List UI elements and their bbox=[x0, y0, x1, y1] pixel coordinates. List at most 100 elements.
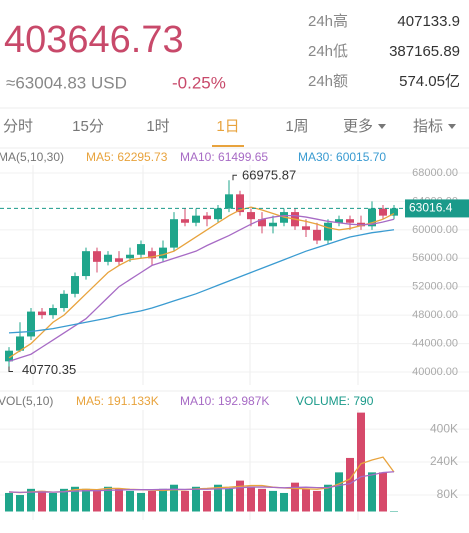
y-tick-label: 44000.00 bbox=[412, 337, 458, 349]
usd-price: ≈63004.83 USD bbox=[6, 73, 127, 92]
candle-body bbox=[93, 251, 101, 262]
ma-line bbox=[8, 214, 395, 362]
candle-body bbox=[5, 350, 13, 362]
volume-legend: VOLUME: 790 bbox=[296, 394, 374, 408]
volume-bar bbox=[324, 484, 332, 512]
y-tick-label: 80K bbox=[437, 487, 458, 501]
candle-body bbox=[71, 276, 79, 294]
price: 403646.73 bbox=[4, 19, 184, 61]
candle-body bbox=[302, 226, 310, 230]
volume-bar bbox=[269, 490, 277, 512]
candle-body bbox=[137, 244, 145, 255]
stat-label: 24h额 bbox=[308, 73, 348, 90]
candle-body bbox=[335, 219, 343, 223]
volume-bar bbox=[49, 492, 57, 512]
ma-legend: MA5: 191.133K bbox=[76, 394, 159, 408]
low-label: 40770.35 bbox=[22, 362, 76, 377]
candle-body bbox=[16, 336, 24, 351]
volume-bar bbox=[5, 492, 13, 512]
y-tick-label: 40000.00 bbox=[412, 366, 458, 378]
ma-line bbox=[8, 229, 395, 334]
candle-body bbox=[247, 212, 255, 220]
candle-body bbox=[159, 247, 167, 259]
candle-body bbox=[126, 254, 134, 259]
candle-body bbox=[379, 208, 387, 216]
volume-bar bbox=[225, 488, 233, 512]
volume-bar bbox=[82, 488, 90, 512]
ma-legend: MA10: 61499.65 bbox=[180, 150, 268, 164]
candle-body bbox=[148, 251, 156, 259]
ma-legend: MA30: 60015.70 bbox=[298, 150, 386, 164]
volume-bar bbox=[313, 490, 321, 512]
candle-body bbox=[368, 208, 376, 227]
candle-body bbox=[258, 219, 266, 227]
candle-body bbox=[38, 311, 46, 316]
volume-bar bbox=[236, 480, 244, 512]
y-tick-label: 60000.00 bbox=[412, 224, 458, 236]
stat-label: 24h低 bbox=[308, 43, 348, 60]
volume-bar bbox=[346, 457, 354, 512]
grid bbox=[0, 165, 469, 520]
volume-bar bbox=[38, 490, 46, 512]
stat-label: 24h高 bbox=[308, 13, 348, 30]
volume-bar bbox=[126, 490, 134, 512]
arrow bbox=[8, 366, 13, 373]
candle-body bbox=[269, 222, 277, 227]
candle-body bbox=[82, 251, 90, 277]
volume-bar bbox=[291, 482, 299, 512]
ma-legend: MA5: 62295.73 bbox=[86, 150, 168, 164]
volume-bar bbox=[71, 486, 79, 512]
volume-bar bbox=[192, 486, 200, 512]
volume-bar bbox=[247, 486, 255, 512]
volume-bar bbox=[115, 488, 123, 512]
stat-value: 407133.9 bbox=[397, 13, 460, 30]
volume-bar bbox=[137, 492, 145, 512]
candle-body bbox=[346, 219, 354, 223]
candle-body bbox=[324, 222, 332, 241]
tab[interactable]: 1日 bbox=[216, 118, 239, 135]
volume-bar bbox=[104, 486, 112, 512]
volume-bar bbox=[93, 490, 101, 512]
volume-bar bbox=[368, 472, 376, 512]
candle-body bbox=[390, 208, 398, 216]
dropdown-icon bbox=[448, 124, 456, 129]
y-tick-label: 240K bbox=[430, 454, 458, 468]
tab[interactable]: 1周 bbox=[285, 118, 308, 135]
candle-body bbox=[214, 208, 222, 220]
volume-bar bbox=[258, 488, 266, 512]
ma-legend: MA10: 192.987K bbox=[180, 394, 269, 408]
candle-body bbox=[60, 293, 68, 309]
candle-body bbox=[313, 229, 321, 241]
y-tick-label: 68000.00 bbox=[412, 167, 458, 179]
tab[interactable]: 分时 bbox=[3, 118, 33, 135]
candle-body bbox=[115, 258, 123, 262]
tab[interactable]: 指标 bbox=[413, 118, 443, 135]
volume-bar bbox=[280, 492, 288, 512]
indicator-label: VOL(5,10) bbox=[0, 394, 53, 408]
tab[interactable]: 更多 bbox=[343, 118, 373, 135]
volume-bar bbox=[335, 472, 343, 512]
volume-bar bbox=[357, 412, 365, 512]
volume-bar bbox=[203, 490, 211, 512]
volume-bar bbox=[379, 472, 387, 512]
volume-bar bbox=[214, 484, 222, 512]
arrow bbox=[232, 174, 237, 181]
indicator-label: MA(5,10,30) bbox=[0, 150, 64, 164]
volume-bar bbox=[302, 488, 310, 512]
high-label: 66975.87 bbox=[242, 168, 296, 183]
candle-body bbox=[192, 215, 200, 223]
volume-bar bbox=[159, 488, 167, 512]
y-tick-label: 400K bbox=[430, 421, 458, 435]
volume-bar bbox=[390, 511, 398, 512]
ma-line bbox=[8, 471, 395, 493]
tab[interactable]: 15分 bbox=[72, 118, 104, 135]
volume-bar bbox=[148, 490, 156, 512]
tab[interactable]: 1时 bbox=[146, 118, 169, 135]
volume-bar bbox=[27, 488, 35, 512]
change: -0.25% bbox=[172, 73, 226, 92]
y-tick-label: 52000.00 bbox=[412, 281, 458, 293]
candle-body bbox=[170, 219, 178, 248]
candle-body bbox=[27, 311, 35, 337]
volume-bar bbox=[60, 488, 68, 512]
